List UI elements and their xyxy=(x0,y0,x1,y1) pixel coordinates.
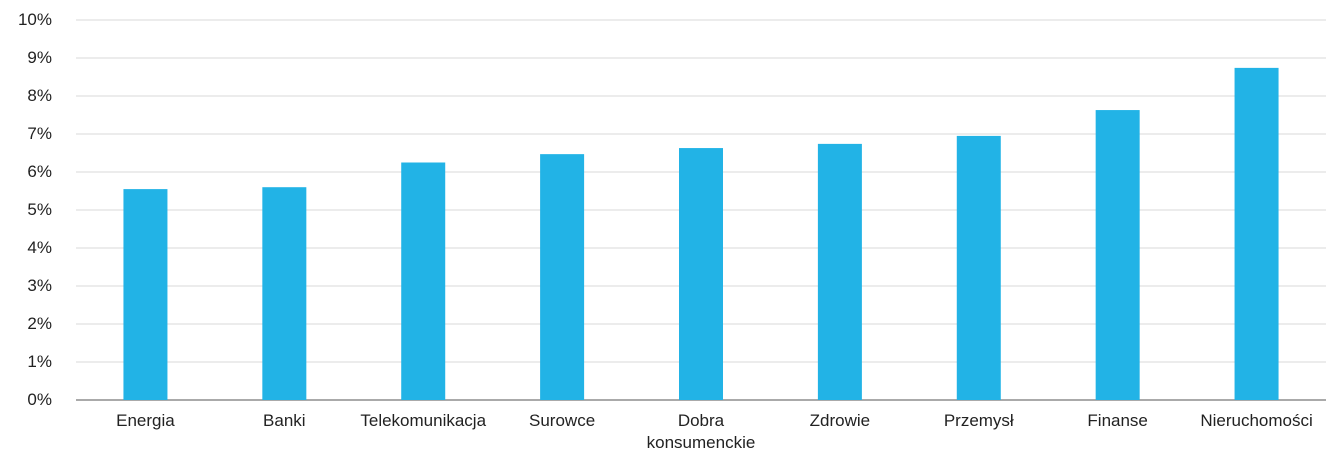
y-tick-label: 8% xyxy=(27,86,52,105)
y-tick-label: 3% xyxy=(27,276,52,295)
y-tick-label: 6% xyxy=(27,162,52,181)
y-tick-label: 2% xyxy=(27,314,52,333)
y-tick-label: 5% xyxy=(27,200,52,219)
x-tick-label: Dobra konsumenckie xyxy=(646,411,756,452)
y-tick-label: 9% xyxy=(27,48,52,67)
x-tick-label: Telekomunikacja xyxy=(360,411,487,430)
x-tick-label: Finanse xyxy=(1087,411,1148,430)
bar xyxy=(1234,67,1279,400)
x-tick-label: Zdrowie xyxy=(809,411,871,430)
bar xyxy=(401,162,446,400)
y-tick-label: 0% xyxy=(27,390,52,409)
y-tick-label: 7% xyxy=(27,124,52,143)
bar xyxy=(956,135,1001,400)
bar xyxy=(123,189,168,400)
x-tick-label: Surowce xyxy=(529,411,596,430)
bar xyxy=(817,143,862,400)
bar xyxy=(540,154,585,400)
x-tick-label: Nieruchomości xyxy=(1200,411,1313,430)
bar xyxy=(1095,110,1140,400)
y-tick-label: 1% xyxy=(27,352,52,371)
x-tick-label: Banki xyxy=(263,411,306,430)
y-tick-label: 10% xyxy=(17,10,52,29)
y-tick-label: 4% xyxy=(27,238,52,257)
x-tick-label: Przemysł xyxy=(943,411,1014,430)
bar xyxy=(262,187,307,400)
bar xyxy=(679,148,723,400)
x-tick-label: Energia xyxy=(116,411,175,430)
